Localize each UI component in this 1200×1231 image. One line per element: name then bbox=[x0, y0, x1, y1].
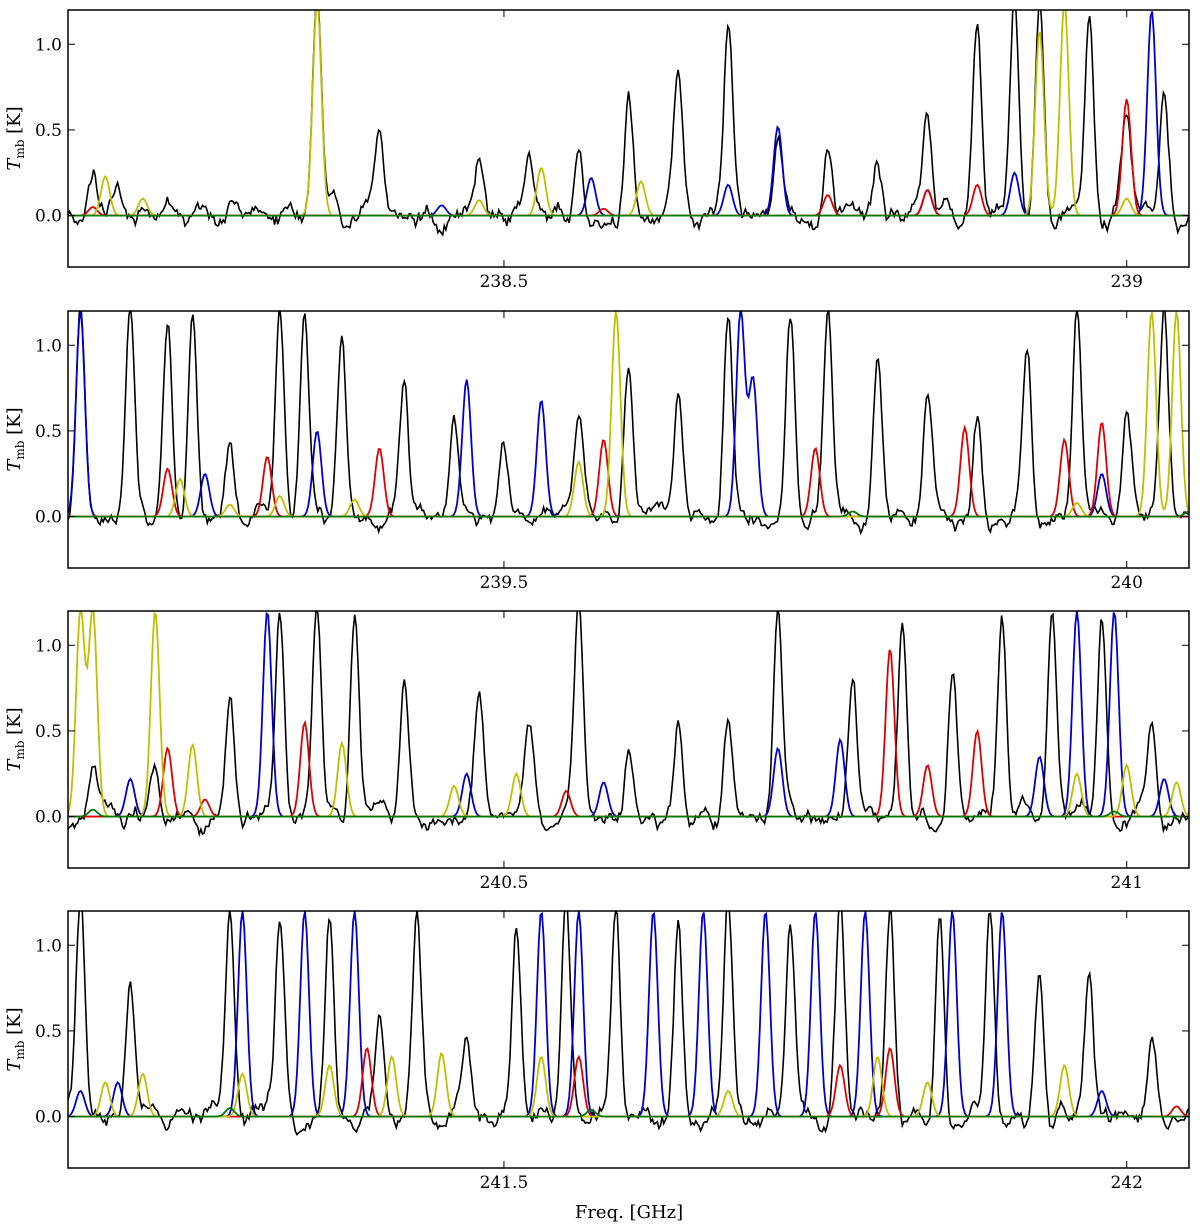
spectrum-panel-1: 0.0 0.5 1.0 238.5 239 Tmb [K] bbox=[4, 9, 1190, 292]
y-tick-label: 0.0 bbox=[35, 808, 62, 828]
x-tick-label: 238.5 bbox=[480, 272, 529, 292]
y-tick-label: 1.0 bbox=[35, 636, 62, 656]
series-line-4 bbox=[68, 510, 1189, 518]
panel-frame bbox=[67, 9, 1190, 268]
y-tick-label: 1.0 bbox=[35, 936, 62, 956]
x-tick-label: 239.5 bbox=[480, 573, 529, 593]
plot-area bbox=[68, 10, 1189, 237]
x-tick-label: 242 bbox=[1110, 1173, 1142, 1193]
panel-frame bbox=[67, 610, 1190, 869]
y-tick-label: 1.0 bbox=[35, 336, 62, 356]
series-line-1 bbox=[68, 911, 1189, 1118]
spectrum-panel-3: 0.0 0.5 1.0 240.5 241 Tmb [K] bbox=[4, 610, 1190, 893]
x-tick-label: 241 bbox=[1110, 873, 1142, 893]
spectrum-panel-2: 0.0 0.5 1.0 239.5 240 Tmb [K] bbox=[4, 310, 1190, 593]
y-axis-title: Tmb [K] bbox=[4, 106, 27, 170]
series-line-0 bbox=[68, 10, 1189, 237]
y-axis-title: Tmb [K] bbox=[4, 407, 27, 471]
plot-area bbox=[68, 311, 1189, 536]
panels-group: 0.0 0.5 1.0 238.5 239 Tmb [K] 0.0 0.5 1.0 239.5 24… bbox=[4, 9, 1190, 1193]
panel-frame bbox=[67, 910, 1190, 1169]
series-line-1 bbox=[68, 11, 1189, 217]
series-line-0 bbox=[68, 911, 1189, 1136]
y-tick-label: 0.5 bbox=[35, 121, 62, 141]
x-tick-label: 240 bbox=[1110, 573, 1142, 593]
x-tick-label: 240.5 bbox=[480, 873, 529, 893]
y-tick-label: 1.0 bbox=[35, 35, 62, 55]
spectrum-panel-4: 0.0 0.5 1.0 241.5 242 Tmb [K] bbox=[4, 910, 1190, 1193]
y-tick-label: 0.5 bbox=[35, 1022, 62, 1042]
series-line-4 bbox=[68, 808, 1189, 818]
x-tick-label: 241.5 bbox=[480, 1173, 529, 1193]
y-axis-title: Tmb [K] bbox=[4, 1007, 27, 1071]
x-tick-label: 239 bbox=[1110, 272, 1142, 292]
series-line-3 bbox=[68, 1052, 1189, 1118]
y-tick-label: 0.5 bbox=[35, 422, 62, 442]
plot-area bbox=[68, 911, 1189, 1136]
y-tick-label: 0.0 bbox=[35, 508, 62, 528]
series-line-3 bbox=[68, 10, 1189, 217]
series-line-2 bbox=[68, 649, 1189, 818]
series-line-0 bbox=[68, 311, 1189, 536]
panel-frame bbox=[67, 310, 1190, 569]
plot-area bbox=[68, 611, 1189, 838]
series-line-3 bbox=[68, 311, 1189, 518]
series-line-0 bbox=[68, 611, 1189, 838]
y-tick-label: 0.0 bbox=[35, 1108, 62, 1128]
x-axis-title: Freq. [GHz] bbox=[575, 1202, 683, 1223]
y-axis-title: Tmb [K] bbox=[4, 707, 27, 771]
series-line-1 bbox=[68, 311, 1189, 518]
series-line-4 bbox=[68, 1107, 1189, 1118]
y-tick-label: 0.5 bbox=[35, 722, 62, 742]
y-tick-label: 0.0 bbox=[35, 207, 62, 227]
